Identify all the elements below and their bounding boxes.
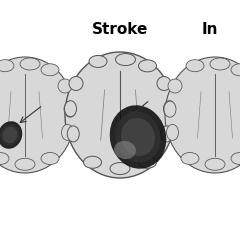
Ellipse shape bbox=[0, 57, 75, 173]
Ellipse shape bbox=[89, 55, 107, 67]
Ellipse shape bbox=[168, 79, 182, 93]
Ellipse shape bbox=[115, 112, 161, 162]
Ellipse shape bbox=[161, 126, 173, 142]
Ellipse shape bbox=[121, 118, 155, 156]
Ellipse shape bbox=[163, 101, 175, 117]
Ellipse shape bbox=[186, 60, 204, 72]
Ellipse shape bbox=[3, 127, 17, 143]
Ellipse shape bbox=[138, 60, 156, 72]
Ellipse shape bbox=[210, 58, 230, 70]
Ellipse shape bbox=[0, 124, 20, 146]
Ellipse shape bbox=[231, 64, 240, 76]
Ellipse shape bbox=[0, 60, 14, 72]
Ellipse shape bbox=[67, 126, 79, 142]
Ellipse shape bbox=[205, 158, 225, 170]
Ellipse shape bbox=[181, 152, 199, 164]
Text: In: In bbox=[202, 23, 218, 37]
Ellipse shape bbox=[65, 52, 175, 178]
Ellipse shape bbox=[0, 152, 9, 164]
Ellipse shape bbox=[114, 141, 136, 159]
Ellipse shape bbox=[167, 124, 179, 140]
Ellipse shape bbox=[41, 152, 59, 164]
Ellipse shape bbox=[115, 54, 136, 66]
Text: Stroke: Stroke bbox=[92, 23, 148, 37]
Ellipse shape bbox=[157, 77, 171, 90]
Ellipse shape bbox=[58, 79, 72, 93]
Ellipse shape bbox=[41, 64, 59, 76]
Ellipse shape bbox=[65, 101, 77, 117]
Ellipse shape bbox=[164, 101, 176, 117]
Ellipse shape bbox=[138, 156, 156, 168]
Ellipse shape bbox=[61, 124, 73, 140]
Ellipse shape bbox=[69, 77, 83, 90]
Ellipse shape bbox=[84, 156, 102, 168]
Ellipse shape bbox=[231, 152, 240, 164]
Ellipse shape bbox=[15, 158, 35, 170]
Ellipse shape bbox=[0, 121, 22, 149]
Ellipse shape bbox=[110, 162, 130, 174]
Ellipse shape bbox=[64, 101, 76, 117]
Ellipse shape bbox=[165, 57, 240, 173]
Ellipse shape bbox=[20, 58, 40, 70]
Ellipse shape bbox=[110, 105, 166, 169]
